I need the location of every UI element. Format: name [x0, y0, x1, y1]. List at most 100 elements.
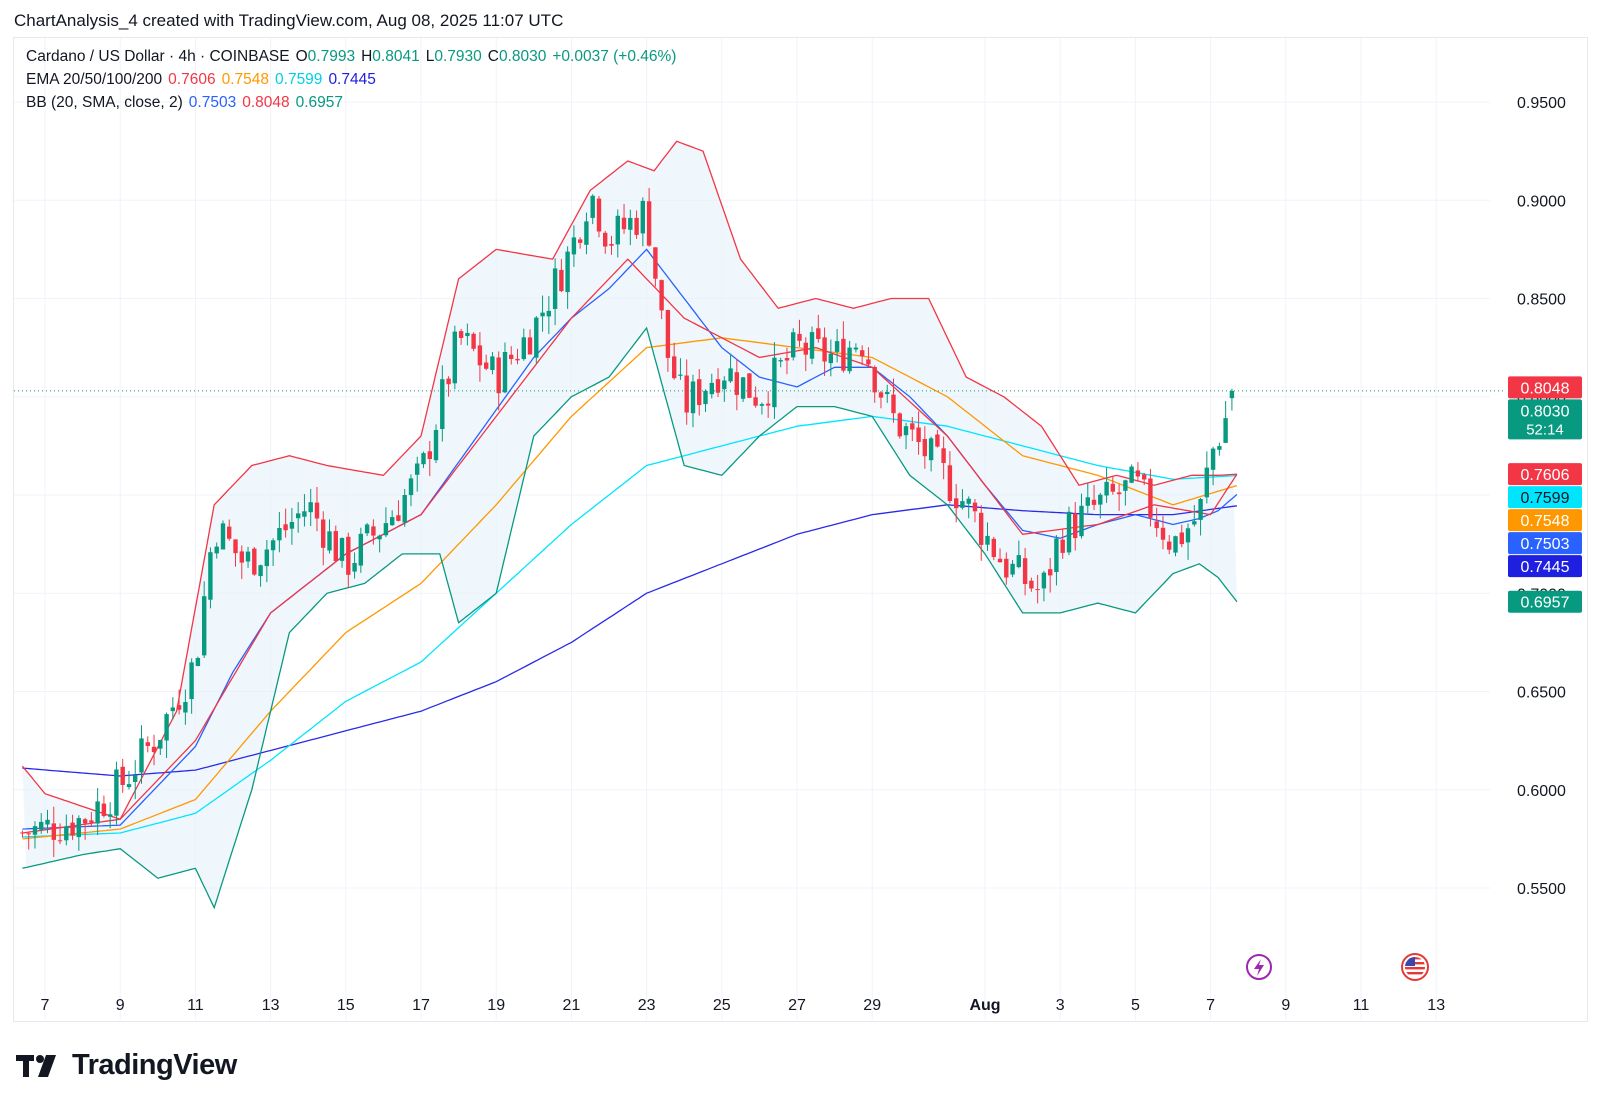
- candle-body-143: [916, 427, 921, 442]
- candle-body-35: [239, 551, 244, 563]
- price-tag-2: [1508, 463, 1582, 486]
- y-tick-label-7: 0.6000: [1517, 783, 1566, 800]
- candle-body-173: [1104, 481, 1109, 496]
- candle-body-102: [659, 280, 664, 311]
- candle-body-31: [214, 546, 219, 554]
- candle-body-11: [89, 820, 94, 823]
- candle-body-20: [145, 742, 150, 746]
- tradingview-wordmark: TradingView: [72, 1049, 237, 1081]
- candle-body-103: [665, 310, 671, 358]
- candle-body-24: [170, 707, 175, 712]
- candle-body-126: [809, 332, 815, 359]
- candle-body-165: [1054, 538, 1059, 572]
- candle-body-93: [603, 232, 608, 247]
- candle-body-111: [715, 379, 721, 393]
- candle-body-107: [690, 381, 696, 414]
- candlesticks: [20, 187, 1235, 857]
- candle-body-50: [333, 531, 338, 561]
- candle-body-86: [559, 269, 564, 292]
- candle-body-137: [878, 392, 884, 398]
- price-tag-countdown-1: 52:14: [1526, 421, 1564, 438]
- x-tick-label-6: 19: [487, 997, 505, 1014]
- candle-body-144: [922, 439, 927, 457]
- candle-body-106: [684, 375, 689, 413]
- x-tick-label-2: 11: [187, 997, 204, 1014]
- candle-body-58: [383, 523, 389, 536]
- candle-body-19: [139, 738, 144, 773]
- chart-credit: ChartAnalysis_4 created with TradingView…: [14, 11, 564, 30]
- candle-body-68: [446, 378, 451, 385]
- candle-body-44: [296, 513, 301, 519]
- legend-open: 0.7993: [307, 48, 356, 65]
- candle-body-47: [314, 502, 320, 519]
- candle-body-132: [847, 347, 852, 372]
- candle-body-95: [615, 215, 620, 245]
- candle-body-172: [1098, 494, 1103, 505]
- candle-body-141: [903, 426, 909, 436]
- candle-body-54: [358, 533, 363, 566]
- candle-body-182: [1160, 527, 1166, 540]
- candle-body-161: [1029, 580, 1034, 589]
- candle-body-145: [928, 438, 934, 461]
- candle-body-1: [26, 833, 31, 835]
- candle-body-27: [189, 662, 194, 700]
- candle-body-185: [1179, 532, 1184, 545]
- candle-body-118: [759, 404, 765, 406]
- candle-body-56: [371, 526, 376, 536]
- candle-body-28: [195, 658, 201, 666]
- legend-high-label: H: [361, 48, 373, 65]
- candle-body-4: [45, 819, 50, 825]
- candle-body-81: [527, 337, 533, 355]
- legend-open-label: O: [295, 48, 308, 65]
- chart-frame: [13, 37, 1588, 1022]
- x-tick-label-10: 27: [788, 997, 806, 1014]
- price-tag-7: [1508, 590, 1582, 613]
- x-tick-label-0: 7: [41, 997, 50, 1014]
- candle-body-63: [415, 463, 420, 475]
- candle-body-109: [703, 391, 708, 405]
- x-tick-label-4: 15: [337, 997, 355, 1014]
- candle-body-180: [1148, 478, 1153, 518]
- candle-body-87: [565, 251, 570, 293]
- candle-body-43: [289, 522, 295, 529]
- candle-body-134: [860, 350, 865, 357]
- candle-body-131: [841, 338, 846, 371]
- x-tick-label-8: 23: [638, 997, 656, 1014]
- candle-body-104: [672, 356, 677, 379]
- candle-body-9: [76, 818, 81, 838]
- price-tag-4: [1508, 509, 1582, 532]
- us-flag-icon[interactable]: [1401, 953, 1429, 981]
- bb-upper-line: [21, 140, 1237, 820]
- candle-body-139: [891, 394, 896, 414]
- candle-body-174: [1110, 483, 1115, 492]
- legend-symbol: Cardano / US Dollar · 4h · COINBASE: [26, 48, 290, 65]
- candle-body-23: [164, 714, 169, 741]
- candle-body-183: [1167, 541, 1172, 550]
- x-tick-label-9: 25: [713, 997, 731, 1014]
- ema50-line: [22, 337, 1238, 840]
- candle-body-51: [339, 538, 345, 561]
- candle-body-59: [390, 517, 395, 526]
- candle-body-169: [1079, 505, 1084, 537]
- legend-bb-label: BB (20, SMA, close, 2): [26, 94, 183, 111]
- lightning-event-icon[interactable]: [1246, 954, 1272, 980]
- candle-body-188: [1198, 499, 1203, 520]
- candle-body-85: [552, 268, 558, 309]
- candle-body-89: [578, 239, 583, 243]
- candle-body-123: [791, 332, 796, 358]
- candle-body-65: [427, 451, 432, 459]
- candle-body-21: [151, 746, 157, 753]
- candle-body-82: [534, 317, 539, 358]
- tradingview-brand[interactable]: TradingView: [16, 1049, 237, 1082]
- price-chart[interactable]: 0.95000.90000.85000.80000.75000.70000.65…: [0, 0, 1600, 1030]
- candle-body-12: [95, 801, 100, 824]
- candle-body-166: [1060, 539, 1065, 553]
- candle-body-91: [590, 195, 595, 218]
- candle-body-171: [1091, 499, 1097, 505]
- y-tick-label-1: 0.9000: [1517, 193, 1566, 210]
- candle-body-88: [571, 237, 577, 255]
- candle-body-151: [966, 498, 971, 504]
- legend-ema-label: EMA 20/50/100/200: [26, 71, 163, 88]
- price-tag-5: [1508, 532, 1582, 555]
- y-tick-label-2: 0.8500: [1517, 292, 1566, 309]
